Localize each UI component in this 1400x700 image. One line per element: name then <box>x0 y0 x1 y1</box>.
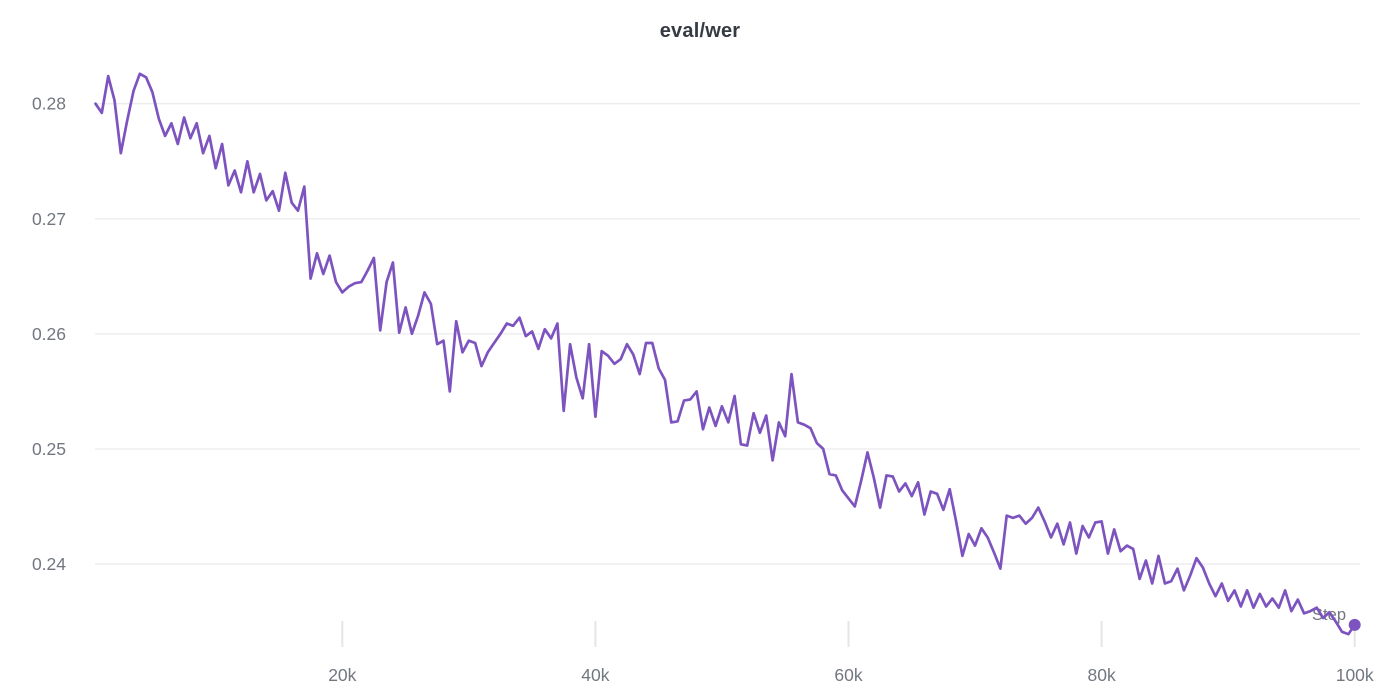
last-point-marker[interactable] <box>1348 618 1361 631</box>
y-axis-label: 0.27 <box>32 209 66 229</box>
x-axis-label: 40k <box>581 665 609 685</box>
y-axis-label: 0.26 <box>32 324 66 344</box>
metric-line[interactable] <box>94 72 1357 636</box>
x-axis-label: 20k <box>328 665 356 685</box>
x-axis-label: 100k <box>1336 665 1374 685</box>
x-axis-label: 60k <box>834 665 862 685</box>
x-axis-label: 80k <box>1087 665 1115 685</box>
y-axis-label: 0.28 <box>32 94 66 114</box>
y-axis-label: 0.24 <box>32 554 66 574</box>
y-axis-label: 0.25 <box>32 439 66 459</box>
chart-title: eval/wer <box>659 20 741 42</box>
x-axis-title: Step <box>1312 606 1346 624</box>
